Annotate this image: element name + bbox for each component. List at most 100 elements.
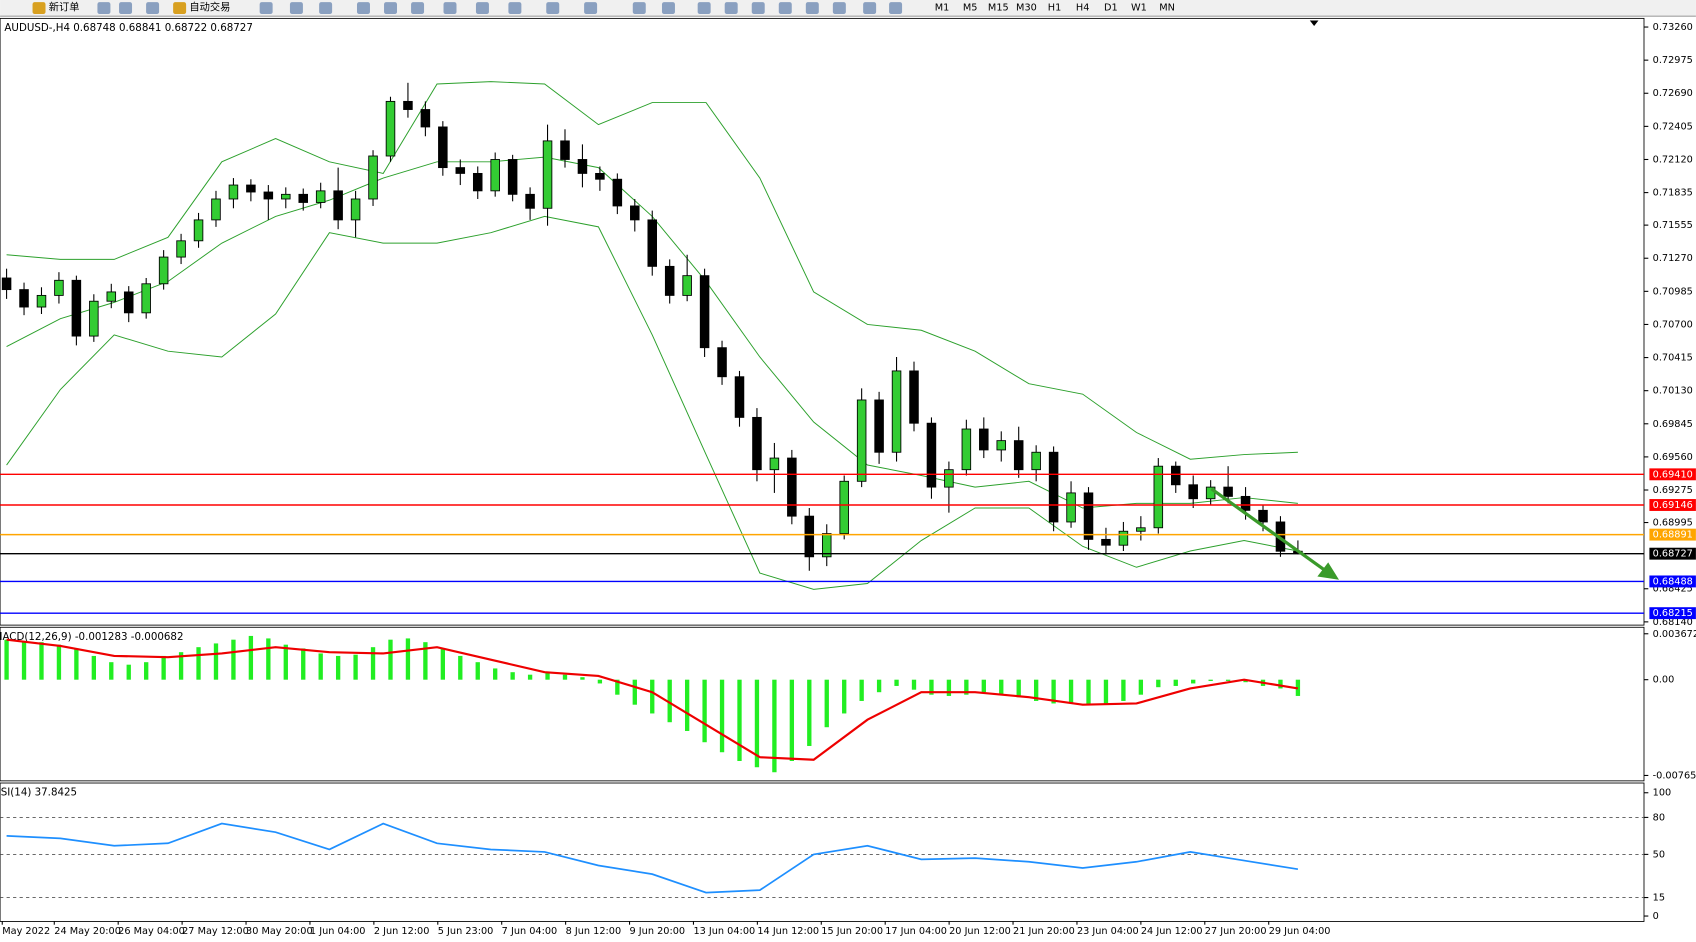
timeframe-button[interactable]: W1 bbox=[1131, 3, 1147, 14]
y-tick-label: 0.70700 bbox=[1653, 319, 1693, 330]
macd-bar bbox=[580, 677, 585, 680]
trend-arrow bbox=[1210, 487, 1340, 580]
toolbar-icon[interactable] bbox=[661, 2, 675, 15]
macd-bar bbox=[737, 679, 742, 761]
timeframe-button[interactable]: MN bbox=[1159, 3, 1175, 14]
y-tick-label: 0.72405 bbox=[1653, 121, 1693, 132]
candle-body bbox=[158, 256, 169, 285]
timeframe-button[interactable]: H1 bbox=[1048, 3, 1062, 14]
candle-body bbox=[333, 190, 343, 221]
toolbar-icon[interactable] bbox=[356, 2, 370, 15]
macd-bar bbox=[475, 662, 480, 680]
candle-body bbox=[734, 376, 745, 418]
macd-bar bbox=[1138, 679, 1144, 695]
macd-bar bbox=[1191, 679, 1196, 684]
toolbar-icon[interactable] bbox=[697, 2, 711, 15]
y-tick-label: 0.70415 bbox=[1653, 353, 1693, 364]
macd-bar bbox=[702, 679, 707, 743]
toolbar-icon[interactable] bbox=[411, 2, 425, 15]
toolbar-icon[interactable] bbox=[832, 2, 846, 15]
toolbar-icon[interactable] bbox=[443, 2, 457, 15]
macd-bar bbox=[1173, 679, 1178, 686]
x-tick-label: 1 Jun 04:00 bbox=[310, 926, 366, 937]
toolbar-icon[interactable] bbox=[805, 2, 819, 15]
candle-body bbox=[1258, 509, 1268, 523]
toolbar-button[interactable]: 自动交易 bbox=[189, 1, 230, 14]
x-tick-label: 20 Jun 12:00 bbox=[949, 926, 1011, 937]
macd-bar bbox=[1278, 679, 1283, 689]
candle-body bbox=[1223, 486, 1233, 497]
y-tick-label: 0.71270 bbox=[1653, 253, 1693, 264]
macd-bar bbox=[56, 644, 62, 680]
price-level-label: 0.69146 bbox=[1653, 500, 1693, 511]
candle-body bbox=[315, 190, 326, 203]
timeframe-button[interactable]: M5 bbox=[963, 3, 978, 14]
macd-bar bbox=[109, 662, 114, 680]
macd-bar bbox=[21, 640, 27, 680]
toolbar-icon[interactable] bbox=[724, 2, 738, 15]
candle-body bbox=[385, 100, 396, 157]
y-tick-label: 0.68425 bbox=[1653, 584, 1693, 595]
candle-body bbox=[490, 159, 500, 192]
y-tick-label: 0.71555 bbox=[1653, 220, 1693, 231]
candle-body bbox=[193, 219, 204, 242]
macd-bar bbox=[929, 679, 934, 695]
toolbar-icon[interactable] bbox=[863, 2, 877, 15]
macd-bar bbox=[615, 679, 620, 695]
candle-body bbox=[664, 265, 675, 296]
toolbar-icon[interactable] bbox=[584, 2, 598, 15]
toolbar-icon[interactable] bbox=[778, 2, 792, 15]
macd-bar bbox=[789, 679, 795, 761]
toolbar-icon[interactable] bbox=[508, 2, 522, 15]
macd-bar bbox=[964, 679, 969, 695]
macd-bar bbox=[510, 672, 515, 680]
toolbar-icon[interactable] bbox=[97, 2, 111, 15]
toolbar-icon[interactable] bbox=[119, 2, 133, 15]
y-tick-label: 80 bbox=[1653, 812, 1665, 823]
timeframe-button[interactable]: D1 bbox=[1104, 3, 1118, 14]
candle-body bbox=[630, 205, 640, 221]
toolbar-icon[interactable] bbox=[319, 2, 333, 15]
toolbar-icon[interactable] bbox=[546, 2, 560, 15]
price-level-label: 0.68891 bbox=[1653, 530, 1693, 541]
timeframe-button[interactable]: M1 bbox=[935, 3, 950, 14]
candle-body bbox=[36, 294, 47, 308]
candle-body bbox=[1031, 451, 1041, 471]
plot-area: AUDUSD-,H4 0.68748 0.68841 0.68722 0.687… bbox=[0, 22, 1696, 937]
toolbar-icon[interactable] bbox=[146, 2, 160, 15]
timeframe-button[interactable]: M30 bbox=[1016, 3, 1037, 14]
price-level-tag bbox=[1649, 499, 1696, 511]
timeframe-button[interactable]: H4 bbox=[1076, 3, 1090, 14]
price-level-label: 0.68488 bbox=[1653, 576, 1693, 587]
timeframe-button[interactable]: M15 bbox=[988, 3, 1009, 14]
toolbar-icon[interactable] bbox=[384, 2, 398, 15]
toolbar-icon[interactable] bbox=[632, 2, 646, 15]
candle-body bbox=[856, 399, 867, 482]
macd-bar bbox=[335, 655, 341, 680]
candle-body bbox=[752, 416, 762, 471]
x-tick-label: 26 May 04:00 bbox=[118, 926, 185, 937]
y-tick-label: 0.69560 bbox=[1653, 452, 1693, 463]
macd-bar bbox=[807, 679, 812, 746]
candle-body bbox=[647, 219, 658, 267]
toolbar-icon[interactable] bbox=[751, 2, 765, 15]
toolbar-icon[interactable] bbox=[475, 2, 489, 15]
macd-bar bbox=[318, 653, 323, 680]
macd-bar bbox=[423, 642, 428, 680]
macd-bar bbox=[39, 642, 44, 680]
x-tick-label: 9 Jun 20:00 bbox=[630, 926, 686, 937]
candle-body bbox=[438, 126, 448, 169]
y-tick-label: 0.72120 bbox=[1653, 154, 1693, 165]
toolbar-icon[interactable] bbox=[289, 2, 303, 15]
candle-body bbox=[1170, 465, 1181, 486]
candle-body bbox=[560, 140, 570, 160]
toolbar-icon[interactable] bbox=[259, 2, 273, 15]
toolbar-button[interactable]: 新订单 bbox=[49, 1, 80, 14]
y-tick-label: 0.69845 bbox=[1653, 419, 1693, 430]
macd-bar bbox=[719, 679, 725, 753]
candle-body bbox=[839, 480, 849, 535]
candle-body bbox=[961, 428, 972, 471]
toolbar-icon[interactable] bbox=[889, 2, 903, 15]
